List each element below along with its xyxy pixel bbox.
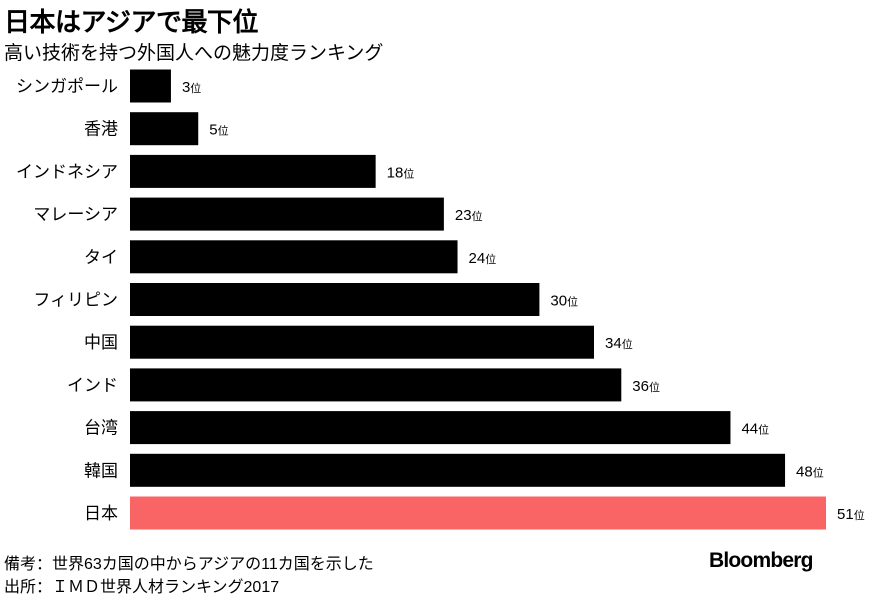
data-label: 5位 — [209, 122, 228, 139]
bar — [130, 283, 540, 316]
category-label: シンガポール — [16, 77, 118, 96]
bar — [130, 411, 731, 445]
data-label: 24位 — [469, 250, 497, 267]
bloomberg-logo: Bloomberg — [709, 549, 813, 572]
data-label: 18位 — [387, 164, 415, 181]
category-label: 中国 — [84, 333, 118, 352]
data-label: 30位 — [550, 293, 578, 310]
category-label: 韓国 — [84, 461, 118, 480]
footnote: 備考：世界63カ国の中からアジアの11カ国を示した — [4, 556, 374, 573]
chart-subtitle: 高い技術を持つ外国人への魅力度ランキング — [4, 43, 384, 64]
category-label: インドネシア — [16, 162, 118, 181]
category-label: タイ — [84, 248, 118, 267]
category-label: 台湾 — [84, 419, 118, 438]
bar — [130, 368, 622, 402]
data-label: 3位 — [182, 79, 201, 96]
bar — [130, 154, 376, 188]
category-label: フィリピン — [33, 291, 118, 310]
data-label: 48位 — [796, 463, 824, 480]
bar — [130, 112, 199, 146]
category-label: マレーシア — [33, 205, 118, 224]
category-label: インド — [67, 376, 118, 395]
bar — [130, 69, 171, 103]
data-label: 51位 — [837, 506, 865, 523]
category-label: 香港 — [84, 120, 118, 139]
source-note: 出所：ＩＭＤ世界人材ランキング2017 — [4, 579, 280, 596]
bar — [130, 496, 826, 530]
bar — [130, 197, 444, 231]
bar — [130, 240, 458, 274]
data-label: 23位 — [455, 207, 483, 224]
bar — [130, 453, 786, 487]
bar — [130, 325, 594, 359]
category-label: 日本 — [84, 504, 118, 523]
data-label: 36位 — [632, 378, 660, 395]
data-label: 34位 — [605, 335, 633, 352]
chart-title: 日本はアジアで最下位 — [4, 7, 258, 37]
data-label: 44位 — [741, 421, 769, 438]
